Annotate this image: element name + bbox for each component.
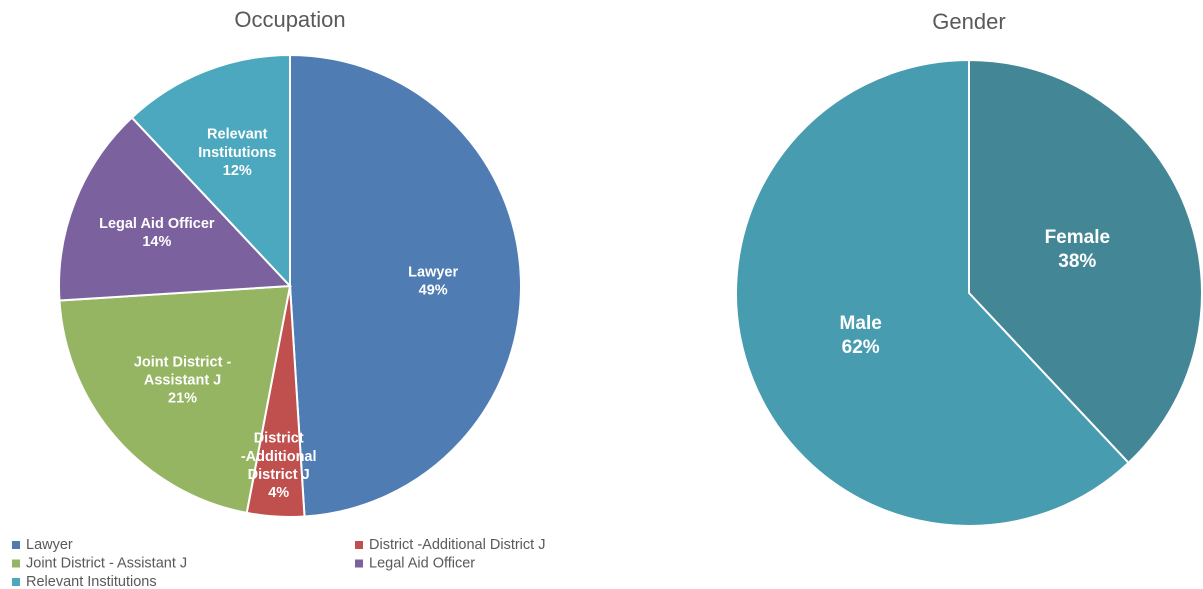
- pie-slice: [968, 58, 1203, 465]
- slice-label: Female: [1045, 227, 1110, 248]
- slice-value-label: 12%: [223, 163, 252, 179]
- legend-label: Lawyer: [26, 537, 73, 553]
- legend-swatch: [355, 559, 363, 568]
- slice-label: Relevant Institutions: [198, 127, 276, 161]
- slice-value-label: 4%: [268, 485, 289, 501]
- legend-swatch: [355, 541, 363, 549]
- slice-label: District -Additional District J: [241, 430, 317, 482]
- slice-value-label: 38%: [1058, 251, 1096, 272]
- slice-value-label: 14%: [142, 234, 171, 250]
- chart-title: Occupation: [234, 7, 345, 32]
- pie-slice: [58, 284, 292, 515]
- slice-label: Legal Aid Officer: [99, 216, 215, 232]
- slice-value-label: 62%: [842, 337, 880, 358]
- slice-label: Lawyer: [408, 264, 458, 280]
- slice-value-label: 21%: [168, 391, 197, 407]
- slice-label: Male: [840, 313, 882, 334]
- legend-label: Legal Aid Officer: [369, 555, 475, 571]
- chart-title: Gender: [932, 9, 1005, 34]
- pie-slice: [289, 53, 522, 518]
- legend-label: Joint District - Assistant J: [26, 555, 187, 571]
- legend-swatch: [12, 578, 20, 586]
- pie-slice: [735, 58, 1130, 527]
- slice-value-label: 49%: [419, 282, 448, 298]
- legend-swatch: [12, 541, 20, 549]
- legend-swatch: [12, 559, 20, 568]
- pie-slice: [130, 53, 291, 289]
- pie-slice: [58, 116, 293, 302]
- legend-label: District -Additional District J: [369, 537, 545, 553]
- slice-label: Joint District -Assistant J: [134, 354, 232, 388]
- legend-label: Relevant Institutions: [26, 574, 157, 589]
